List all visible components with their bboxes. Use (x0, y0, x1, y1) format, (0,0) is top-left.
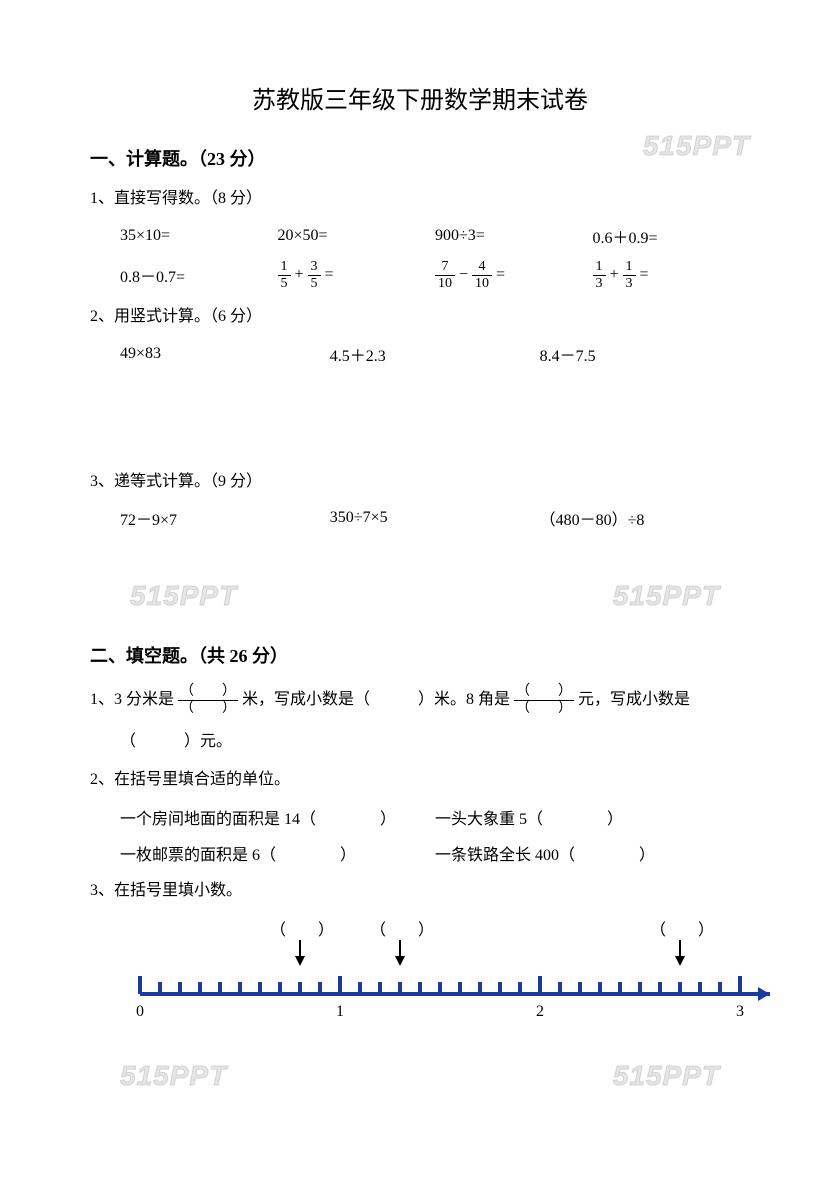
s2q1-line2: （ ）元。 (90, 728, 750, 757)
numberline-container: （ ） （ ） （ ） 0 1 2 3 (90, 916, 750, 1031)
expr: （480－80）÷8 (540, 506, 750, 530)
section2-header: 二、填空题。（共 26 分） (90, 642, 750, 668)
expr: 35×10= (120, 227, 278, 245)
eq: = (640, 266, 649, 283)
s2q1: 1、3 分米是 （ ） （ ） 米，写成小数是（ ）米。8 角是 （ ） （ ）… (90, 682, 750, 717)
eq: = (496, 266, 505, 283)
q2-label: 2、用竖式计算。（6 分） (90, 303, 750, 332)
s2q2-label: 2、在括号里填合适的单位。 (90, 766, 750, 795)
svg-text:1: 1 (336, 1003, 344, 1020)
frac-num: 1 (593, 260, 606, 276)
expr-frac: 13 + 13 = (593, 260, 751, 291)
fill-item: 一枚邮票的面积是 6（ ） (120, 841, 435, 865)
eq: = (325, 266, 334, 283)
paren: （ ） (178, 701, 238, 716)
frac-num: 7 (435, 260, 455, 276)
svg-text:0: 0 (136, 1003, 144, 1020)
blank-fraction: （ ） （ ） (514, 685, 574, 716)
frac-num: 4 (472, 260, 492, 276)
arrow-blank-label: （ ） (370, 916, 434, 940)
expr: 0.8－0.7= (120, 263, 278, 287)
svg-text:2: 2 (536, 1003, 544, 1020)
expr: 0.6＋0.9= (593, 224, 751, 248)
frac-num: 1 (278, 260, 291, 276)
svg-text:3: 3 (736, 1003, 744, 1020)
expr-frac: 710 − 410 = (435, 260, 593, 291)
arrow-blank-label: （ ） (270, 916, 334, 940)
frac-den: 3 (623, 276, 636, 291)
document-title: 苏教版三年级下册数学期末试卷 (90, 80, 750, 115)
frac-den: 10 (472, 276, 492, 291)
frac-den: 10 (435, 276, 455, 291)
paren: （ ） (514, 685, 574, 701)
expr: 49×83 (120, 345, 330, 363)
expr: 900÷3= (435, 227, 593, 245)
arrows-row (130, 940, 790, 966)
expr: 8.4－7.5 (540, 342, 750, 366)
q3-row: 72－9×7 350÷7×5 （480－80）÷8 (90, 506, 750, 530)
paren: （ ） (514, 701, 574, 716)
expr-frac: 15 + 35 = (278, 260, 436, 291)
q3-label: 3、递等式计算。（9 分） (90, 468, 750, 497)
fill-item: 一条铁路全长 400（ ） (435, 841, 750, 865)
expr: 350÷7×5 (330, 509, 540, 527)
op: + (295, 266, 304, 283)
s2q2-row1: 一个房间地面的面积是 14（ ） 一头大象重 5（ ） (90, 805, 750, 829)
frac-num: 1 (623, 260, 636, 276)
fill-item: 一个房间地面的面积是 14（ ） (120, 805, 435, 829)
s2q3-label: 3、在括号里填小数。 (90, 877, 750, 906)
watermark: 515PPT (120, 1060, 227, 1092)
paren: （ ） (178, 685, 238, 701)
frac-den: 5 (308, 276, 321, 291)
text: 元，写成小数是 (578, 691, 690, 708)
arrow-labels-row: （ ） （ ） （ ） (130, 916, 790, 938)
frac-den: 5 (278, 276, 291, 291)
text: 1、3 分米是 (90, 691, 174, 708)
q1-row1: 35×10= 20×50= 900÷3= 0.6＋0.9= (90, 224, 750, 248)
q1-row2: 0.8－0.7= 15 + 35 = 710 − 410 = 13 + 13 = (90, 260, 750, 291)
text: 米，写成小数是（ ）米。8 角是 (242, 691, 510, 708)
frac-den: 3 (593, 276, 606, 291)
q2-row: 49×83 4.5＋2.3 8.4－7.5 (90, 342, 750, 366)
section1-header: 一、计算题。（23 分） (90, 145, 750, 171)
watermark: 515PPT (613, 1060, 720, 1092)
op: − (459, 266, 468, 283)
fill-item: 一头大象重 5（ ） (435, 805, 750, 829)
blank-fraction: （ ） （ ） (178, 685, 238, 716)
numberline-diagram: 0 1 2 3 (130, 966, 790, 1026)
s2q2-row2: 一枚邮票的面积是 6（ ） 一条铁路全长 400（ ） (90, 841, 750, 865)
expr: 20×50= (278, 227, 436, 245)
op: + (610, 266, 619, 283)
q1-label: 1、直接写得数。（8 分） (90, 185, 750, 214)
arrow-blank-label: （ ） (650, 916, 714, 940)
expr: 4.5＋2.3 (330, 342, 540, 366)
expr: 72－9×7 (120, 506, 330, 530)
frac-num: 3 (308, 260, 321, 276)
